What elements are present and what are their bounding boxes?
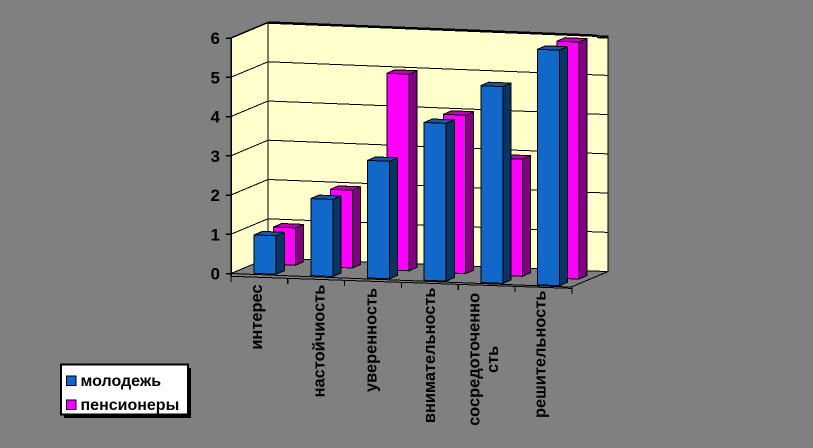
svg-text:настойчиость: настойчиость <box>310 285 328 398</box>
svg-text:0: 0 <box>211 265 220 284</box>
svg-text:5: 5 <box>211 68 220 87</box>
svg-text:интерес: интерес <box>248 285 266 350</box>
svg-text:внимательность: внимательность <box>421 288 439 424</box>
svg-text:уверенность: уверенность <box>362 288 380 392</box>
svg-text:6: 6 <box>211 29 220 48</box>
svg-text:сть: сть <box>484 346 502 373</box>
svg-text:молодежь: молодежь <box>81 373 162 390</box>
svg-text:решительность: решительность <box>531 291 549 418</box>
svg-text:2: 2 <box>211 186 220 205</box>
svg-text:3: 3 <box>211 147 220 166</box>
svg-text:сосредоточенно: сосредоточенно <box>465 293 483 426</box>
svg-text:пенсионеры: пенсионеры <box>81 397 180 414</box>
svg-text:1: 1 <box>211 225 220 244</box>
svg-text:4: 4 <box>211 108 221 127</box>
